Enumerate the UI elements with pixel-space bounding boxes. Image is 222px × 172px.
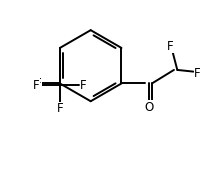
Text: F: F — [167, 40, 174, 53]
Text: F: F — [194, 67, 201, 80]
Text: O: O — [144, 101, 153, 114]
Text: F: F — [80, 79, 87, 92]
Text: F: F — [35, 77, 41, 90]
Text: F: F — [33, 79, 40, 92]
Text: F: F — [57, 102, 63, 115]
